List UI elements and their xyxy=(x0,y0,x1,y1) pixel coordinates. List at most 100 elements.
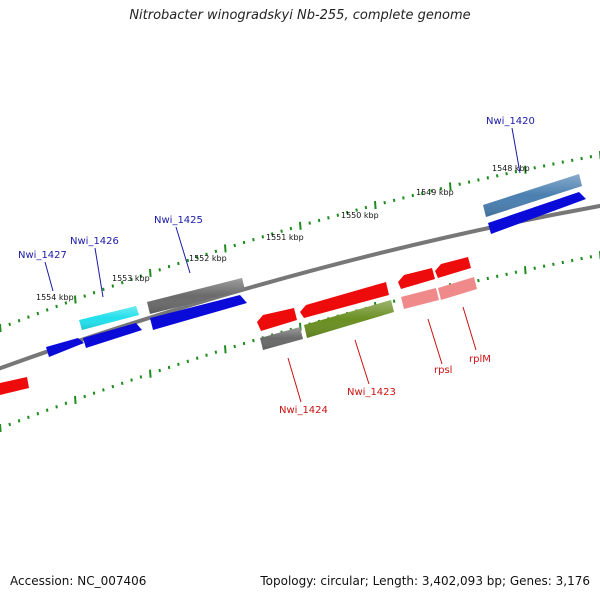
minor-tick xyxy=(552,162,555,166)
kbp-label: 1551 kbp xyxy=(266,233,304,242)
minor-tick xyxy=(336,213,340,217)
minor-tick xyxy=(561,260,565,265)
minor-tick xyxy=(130,378,133,382)
minor-tick xyxy=(139,274,143,278)
minor-tick xyxy=(64,301,68,305)
major-tick xyxy=(524,165,527,174)
gene-rpsl[interactable] xyxy=(401,288,439,309)
minor-tick xyxy=(355,208,358,212)
minor-tick xyxy=(402,196,405,200)
minor-tick xyxy=(177,362,180,366)
minor-tick xyxy=(64,401,68,405)
minor-tick xyxy=(345,210,349,215)
minor-tick xyxy=(495,274,499,278)
label-leaders xyxy=(44,127,521,403)
minor-tick xyxy=(505,172,508,176)
major-tick xyxy=(0,423,2,433)
map-title: Nitrobacter winogradskyi Nb-255, complet… xyxy=(129,8,471,23)
minor-tick xyxy=(102,287,105,291)
minor-tick xyxy=(111,384,115,389)
gene-shine xyxy=(79,306,139,330)
gene-red-left[interactable] xyxy=(0,377,29,395)
minor-tick xyxy=(420,191,424,195)
minor-tick xyxy=(411,193,415,198)
minor-tick xyxy=(83,394,86,399)
minor-tick xyxy=(92,391,96,395)
minor-tick xyxy=(158,368,161,373)
minor-tick xyxy=(130,277,133,282)
minor-tick xyxy=(252,238,255,242)
minor-tick xyxy=(205,252,208,256)
gene-rplm-a[interactable] xyxy=(435,257,471,278)
minor-tick xyxy=(308,221,311,225)
minor-tick xyxy=(36,311,40,316)
minor-tick xyxy=(17,419,21,423)
minor-tick xyxy=(580,156,583,161)
minor-tick xyxy=(177,261,180,266)
minor-tick xyxy=(195,356,199,360)
minor-tick xyxy=(214,249,218,253)
gene-nwi-1426-b[interactable] xyxy=(83,323,142,348)
label-nwi-1427: Nwi_1427 xyxy=(18,250,67,261)
minor-tick xyxy=(186,258,190,263)
minor-tick xyxy=(214,350,218,354)
label-nwi-1425: Nwi_1425 xyxy=(154,215,203,226)
minor-tick xyxy=(17,319,21,323)
major-tick xyxy=(0,323,2,333)
gene-nwi-1420-b[interactable] xyxy=(488,192,586,234)
minor-tick xyxy=(120,281,124,285)
minor-tick xyxy=(270,232,274,236)
minor-tick xyxy=(505,272,508,276)
minor-tick xyxy=(242,341,246,346)
minor-tick xyxy=(542,264,546,268)
minor-tick xyxy=(570,158,574,162)
minor-tick xyxy=(467,180,471,184)
gene-nwi-1425-b[interactable] xyxy=(150,295,247,330)
minor-tick xyxy=(514,170,518,174)
gene-labels: Nwi_1427 Nwi_1426 Nwi_1425 Nwi_1420 Nwi_… xyxy=(18,116,535,416)
minor-tick xyxy=(195,255,199,259)
gene-nwi-1427[interactable] xyxy=(46,338,84,357)
gene-rplm[interactable] xyxy=(438,277,477,300)
gene-nwi-1423-a[interactable] xyxy=(300,282,389,318)
major-tick xyxy=(449,182,452,191)
minor-tick xyxy=(102,388,105,392)
minor-tick xyxy=(327,216,330,220)
minor-tick xyxy=(542,164,546,168)
minor-tick xyxy=(280,229,283,233)
minor-tick xyxy=(533,266,536,270)
minor-tick xyxy=(8,322,11,326)
minor-tick xyxy=(486,276,490,281)
gene-shine xyxy=(147,278,245,314)
minor-tick xyxy=(570,258,574,263)
minor-tick xyxy=(92,291,96,295)
minor-tick xyxy=(477,278,480,283)
major-tick xyxy=(299,221,302,230)
kbp-label: 1548 kbp xyxy=(492,164,530,173)
minor-tick xyxy=(495,174,499,178)
kbp-label: 1549 kbp xyxy=(416,188,454,197)
minor-tick xyxy=(364,205,368,210)
gene-rpsl-a[interactable] xyxy=(398,268,435,289)
kbp-label: 1552 kbp xyxy=(189,254,227,263)
minor-tick xyxy=(55,405,58,409)
minor-tick xyxy=(477,178,480,182)
minor-tick xyxy=(83,294,86,298)
minor-tick xyxy=(45,308,49,312)
minor-tick xyxy=(27,415,30,419)
gene-shine xyxy=(260,327,303,350)
minor-tick xyxy=(486,176,490,180)
minor-tick xyxy=(514,270,518,274)
minor-tick xyxy=(233,344,236,349)
gene-nwi-1424-a[interactable] xyxy=(257,308,297,331)
minor-tick xyxy=(27,315,30,319)
major-tick xyxy=(149,268,152,277)
kbp-label: 1550 kbp xyxy=(341,211,379,220)
minor-tick xyxy=(589,255,593,259)
label-nwi-1423: Nwi_1423 xyxy=(347,387,396,398)
gene-shine xyxy=(483,174,582,217)
minor-tick xyxy=(317,218,321,223)
label-rplm: rplM xyxy=(469,354,491,365)
minor-tick xyxy=(439,187,443,191)
minor-tick xyxy=(36,412,40,416)
